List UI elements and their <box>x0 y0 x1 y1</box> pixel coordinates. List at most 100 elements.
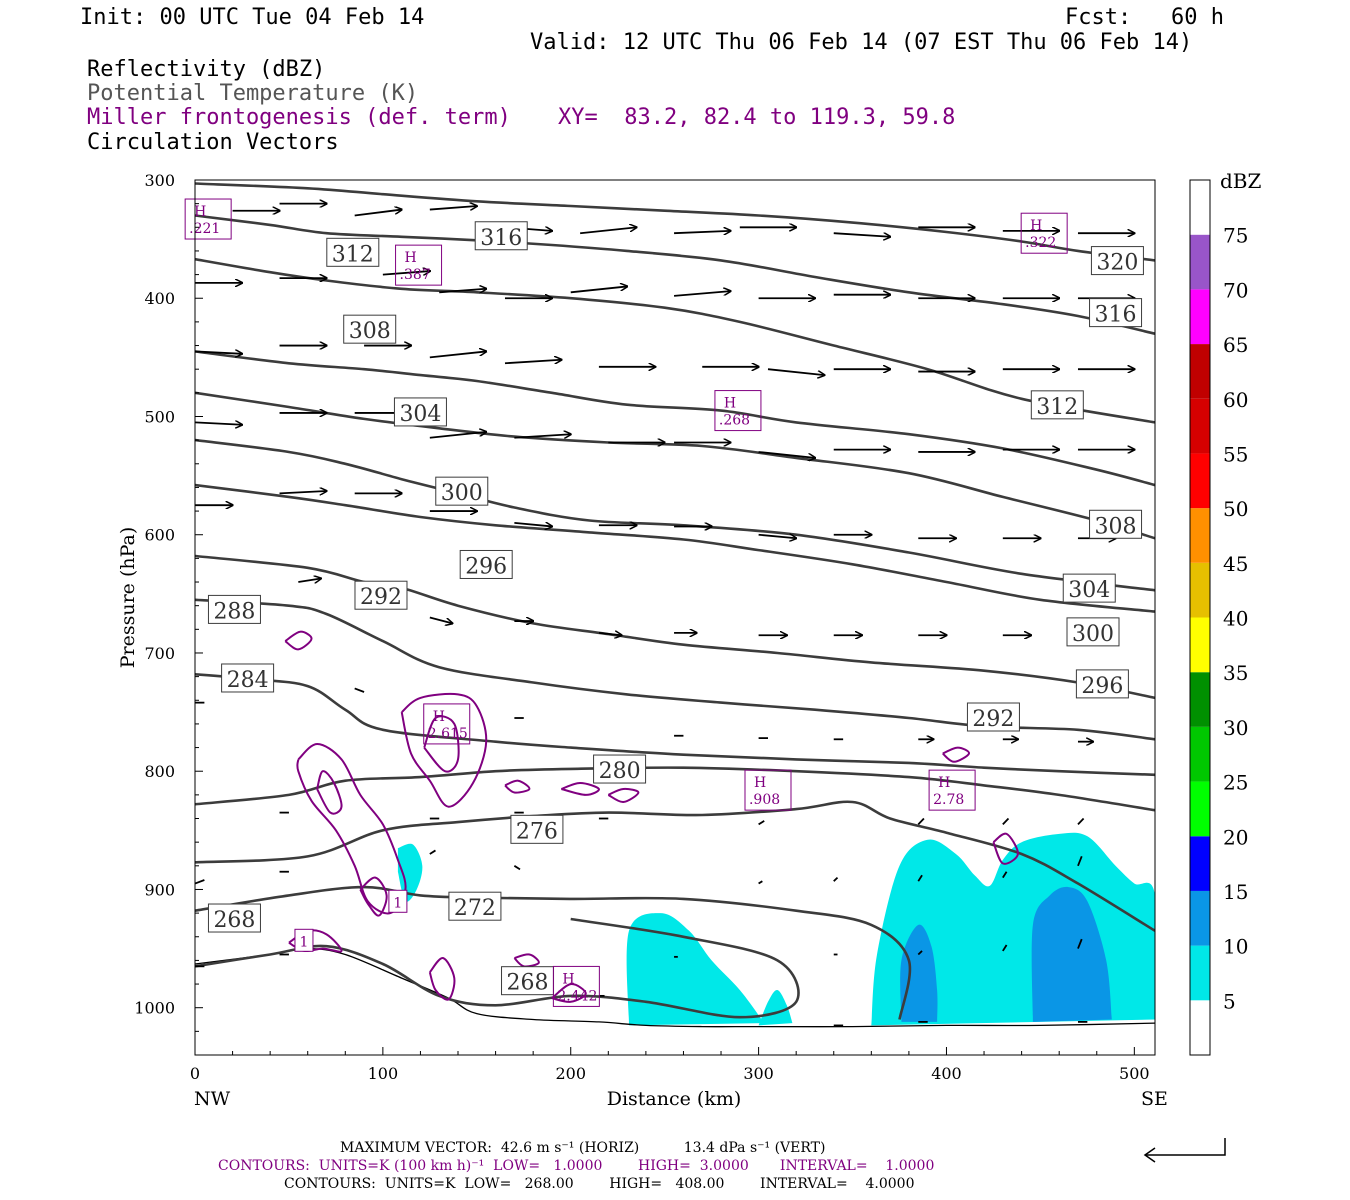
colorbar-level: 30 <box>1223 716 1248 740</box>
x-axis-title: Distance (km) <box>607 1088 742 1110</box>
y-tick-label: 800 <box>144 762 175 781</box>
colorbar-level: 70 <box>1223 278 1248 302</box>
fronto-maximum-box <box>1020 212 1068 254</box>
fronto-maximum: H2.442 <box>552 965 600 1007</box>
se-label: SE <box>1141 1088 1168 1110</box>
theta-label-box <box>1089 298 1143 328</box>
fronto-maximum-value: 2.78 <box>933 792 964 808</box>
colorbar-swatch <box>1190 508 1210 563</box>
frontogenesis-contour <box>607 787 640 803</box>
reflectivity-5-area <box>758 989 793 1026</box>
fronto-contour-label-text: 1 <box>393 895 402 911</box>
fronto-maximum-letter: H <box>938 775 950 791</box>
fronto-maximum: H2.615 <box>423 703 471 745</box>
fronto-maximum: H.387 <box>395 244 443 286</box>
colorbar-swatch <box>1190 672 1210 727</box>
colorbar-swatch <box>1190 617 1210 673</box>
circulation-vector <box>1002 944 1008 952</box>
fronto-maximum: H.268 <box>714 390 762 432</box>
fronto-maximum-box <box>184 198 232 240</box>
theta-contour-note: CONTOURS: UNITS=K LOW= 268.00 HIGH= 408.… <box>284 1176 915 1192</box>
contour-label-layer: 268 268 272 276 280 284 288 292 292 296 296 300 300 3… <box>184 198 1144 1007</box>
theta-label: 292 <box>966 702 1020 732</box>
fronto-maximum-letter: H <box>433 709 445 725</box>
x-tick-label: 300 <box>743 1064 774 1083</box>
theta-label-text: 268 <box>507 971 549 996</box>
fronto-contour-note: CONTOURS: UNITS=K (100 km h)⁻¹ LOW= 1.00… <box>218 1158 935 1174</box>
colorbar-level: 5 <box>1223 989 1236 1013</box>
frontogenesis-contour <box>400 692 488 808</box>
theta-label-box <box>459 549 513 579</box>
theta-label: 268 <box>207 903 261 933</box>
theta-label-text: 292 <box>360 585 402 610</box>
y-tick-label: 300 <box>144 171 175 190</box>
fronto-maximum-letter: H <box>754 775 766 791</box>
circulation-vector <box>917 950 923 956</box>
circulation-vector <box>429 616 453 624</box>
theta-contour-284 <box>195 673 1155 777</box>
theta-label: 312 <box>1030 390 1084 420</box>
vector-layer <box>195 204 1134 1027</box>
circulation-vector <box>758 820 765 826</box>
colorbar-swatch <box>1190 1000 1210 1055</box>
fronto-maximum-value: .322 <box>1025 235 1056 251</box>
frontogenesis-contour <box>359 876 388 917</box>
theta-label-box <box>966 702 1020 732</box>
theta-label: 308 <box>1089 509 1143 539</box>
theta-label: 300 <box>1066 617 1120 647</box>
fronto-maximum-box <box>928 769 976 811</box>
circulation-vector <box>833 876 839 882</box>
circulation-vector <box>429 206 477 210</box>
circulation-vector <box>382 271 430 275</box>
fronto-maximum-box <box>552 965 600 1007</box>
init-time: Init: 00 UTC Tue 04 Feb 14 <box>80 5 425 30</box>
theta-label: 276 <box>510 814 564 844</box>
field-reflectivity: Reflectivity (dBZ) <box>87 57 326 82</box>
theta-label: 320 <box>1090 246 1144 276</box>
circulation-vector <box>298 578 321 582</box>
y-tick-label: 900 <box>144 880 175 899</box>
theta-label-box <box>221 663 275 693</box>
theta-label-box <box>1066 617 1120 647</box>
x-tick-label: 100 <box>368 1064 399 1083</box>
theta-label: 284 <box>221 663 275 693</box>
frontogenesis-contour <box>992 832 1019 865</box>
theta-label-text: 268 <box>213 908 255 933</box>
y-tick-label: 400 <box>144 289 175 308</box>
fronto-maximum-letter: H <box>405 250 417 266</box>
colorbar-frame <box>1189 179 1211 1056</box>
colorbar-swatch <box>1190 890 1210 946</box>
circulation-vector <box>767 368 824 375</box>
colorbar-level: 65 <box>1223 333 1248 357</box>
fronto-maximum: H.221 <box>184 198 232 240</box>
theta-label-text: 272 <box>454 896 496 921</box>
theta-label-box <box>393 397 447 427</box>
circulation-vector <box>673 291 730 297</box>
field-frontogenesis: Miller frontogenesis (def. term) <box>87 105 511 130</box>
fronto-maximum-value: .387 <box>400 267 431 283</box>
fronto-maximum-box <box>744 769 792 811</box>
colorbar-level: 60 <box>1223 388 1248 412</box>
circulation-vector <box>1077 938 1083 949</box>
theta-label: 292 <box>354 580 408 610</box>
circulation-vector <box>758 535 797 539</box>
circulation-vector <box>195 422 242 424</box>
theta-label-text: 300 <box>1072 622 1114 647</box>
colorbar-level: 55 <box>1223 442 1248 466</box>
theta-contour-316 <box>195 214 1155 335</box>
colorbar-level: 45 <box>1223 552 1248 576</box>
theta-label-box <box>474 221 528 251</box>
theta-label: 312 <box>326 237 380 267</box>
forecast-hour: Fcst: 60 h <box>1065 5 1224 30</box>
fronto-maximum-box <box>423 703 471 745</box>
theta-label: 296 <box>459 549 513 579</box>
reflectivity-5-area <box>397 843 423 902</box>
circulation-vector <box>1077 817 1085 826</box>
fronto-maximum-value: 2.615 <box>428 726 468 742</box>
y-tick-label: 600 <box>144 526 175 545</box>
circulation-vector <box>1002 871 1008 879</box>
colorbar-swatch <box>1190 398 1210 454</box>
nw-label: NW <box>194 1088 231 1110</box>
fronto-maximum-value: .221 <box>189 221 220 237</box>
